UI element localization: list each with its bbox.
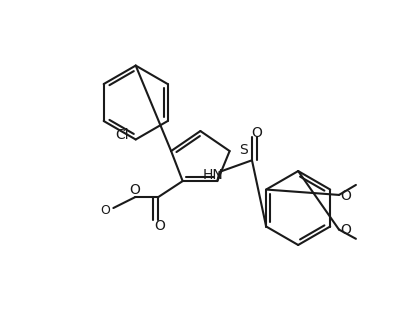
- Text: O: O: [251, 125, 261, 140]
- Text: Cl: Cl: [115, 128, 128, 142]
- Text: HN: HN: [202, 168, 223, 182]
- Text: S: S: [238, 142, 247, 156]
- Text: O: O: [340, 189, 350, 203]
- Text: O: O: [129, 183, 140, 197]
- Text: O: O: [340, 223, 350, 237]
- Text: O: O: [154, 219, 164, 234]
- Text: O: O: [100, 204, 110, 217]
